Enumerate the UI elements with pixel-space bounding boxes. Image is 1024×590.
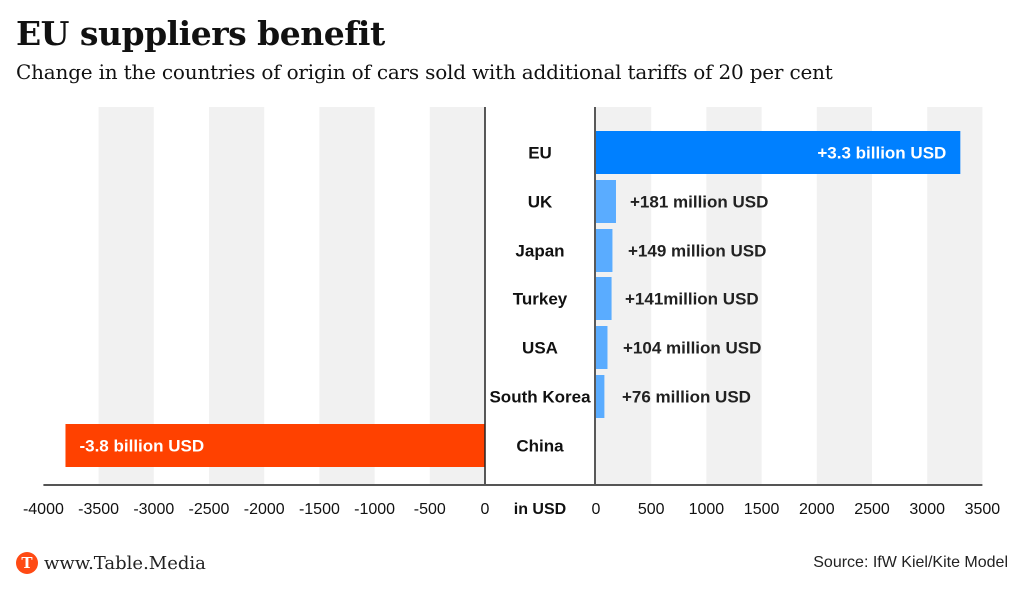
category-label: Japan <box>515 242 564 261</box>
tick-label: 2000 <box>799 501 835 518</box>
grid-band <box>429 107 485 485</box>
bar-uk <box>596 180 616 223</box>
bars <box>65 131 961 467</box>
data-label: +104 million USD <box>623 339 761 358</box>
zero-lines <box>484 107 596 485</box>
category-labels: EU UK Japan Turkey USA South Korea China <box>489 144 591 456</box>
tick-label: -2500 <box>189 501 230 518</box>
tick-label: 1000 <box>689 501 725 518</box>
grid-band <box>98 107 154 485</box>
chart-title: EU suppliers benefit <box>16 14 385 53</box>
chart-subtitle: Change in the countries of origin of car… <box>16 60 833 84</box>
data-label: +76 million USD <box>622 388 751 407</box>
tick-label: 3500 <box>965 501 1001 518</box>
grid-band <box>319 107 375 485</box>
grid-band <box>209 107 265 485</box>
brand-logo[interactable]: T www.Table.Media <box>16 552 206 574</box>
tick-label: -3000 <box>133 501 174 518</box>
bar-china <box>65 424 485 467</box>
tick-label: 1500 <box>744 501 780 518</box>
category-label: EU <box>528 144 552 163</box>
data-label: +141million USD <box>625 290 759 309</box>
tick-label: -4000 <box>23 501 64 518</box>
category-label: USA <box>522 339 558 358</box>
bar-usa <box>596 326 608 369</box>
source-note: Source: IfW Kiel/Kite Model <box>813 554 1008 571</box>
data-label: -3.8 billion USD <box>79 437 204 456</box>
tick-label: 0 <box>481 501 490 518</box>
category-label: Turkey <box>513 290 568 309</box>
category-label: UK <box>528 193 553 212</box>
grid-bands <box>98 107 983 485</box>
tick-label: 2500 <box>854 501 890 518</box>
tick-label: -3500 <box>78 501 119 518</box>
table-media-logo-icon: T <box>16 552 38 574</box>
category-label: South Korea <box>489 388 591 407</box>
tick-label: -2000 <box>244 501 285 518</box>
unit-label: in USD <box>514 501 566 518</box>
data-label: +181 million USD <box>630 193 768 212</box>
tick-label: 3000 <box>909 501 945 518</box>
data-label: +3.3 billion USD <box>817 144 946 163</box>
category-label: China <box>516 437 564 456</box>
brand-url: www.Table.Media <box>44 552 206 574</box>
tick-label: -1500 <box>299 501 340 518</box>
bar-turkey <box>596 277 612 320</box>
value-labels: +3.3 billion USD +181 million USD +149 mil… <box>79 144 946 456</box>
bar-japan <box>596 229 613 272</box>
tick-label: -500 <box>414 501 446 518</box>
tick-label: 0 <box>592 501 601 518</box>
bar-eu <box>596 131 961 174</box>
tick-label: -1000 <box>354 501 395 518</box>
data-label: +149 million USD <box>628 242 766 261</box>
tick-labels: -4000 -3500 -3000 -2500 -2000 -1500 -1000 -500 0… <box>23 501 1000 518</box>
tick-label: 500 <box>638 501 665 518</box>
bar-south-korea <box>596 375 605 418</box>
